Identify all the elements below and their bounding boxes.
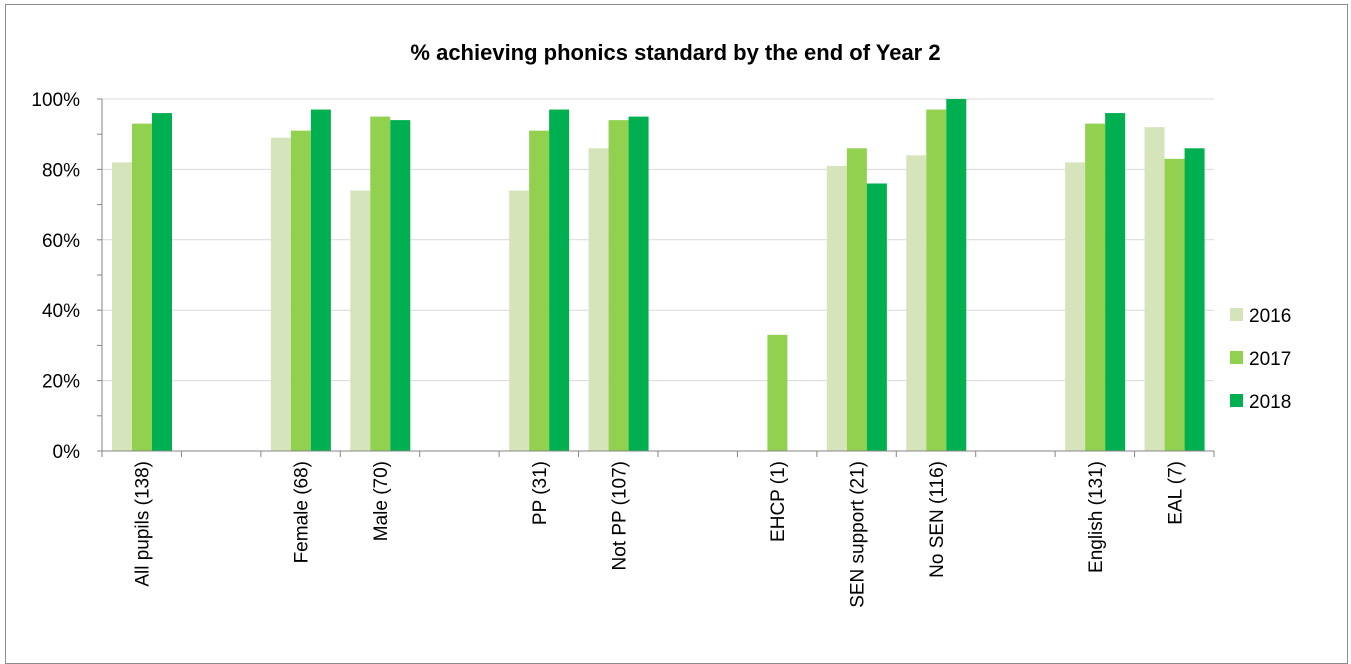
bar bbox=[1164, 158, 1185, 451]
bar bbox=[270, 137, 291, 451]
bar bbox=[866, 183, 887, 452]
x-tick-label: PP (31) bbox=[530, 461, 551, 525]
bar bbox=[112, 162, 132, 452]
x-tick-label: SEN support (21) bbox=[848, 461, 869, 608]
bar bbox=[132, 123, 152, 451]
legend-swatch bbox=[1230, 351, 1243, 364]
x-tick-label: EHCP (1) bbox=[768, 461, 789, 542]
bar bbox=[152, 113, 172, 451]
bar bbox=[1105, 113, 1126, 451]
bar bbox=[608, 120, 629, 452]
legend-swatch bbox=[1230, 308, 1243, 321]
y-tick-label: 100% bbox=[31, 90, 80, 111]
bar bbox=[350, 190, 371, 451]
bar bbox=[826, 165, 847, 451]
bar bbox=[549, 109, 570, 451]
x-tick-label: All pupils (138) bbox=[133, 461, 154, 587]
x-tick-label: Not PP (107) bbox=[609, 461, 630, 570]
bar bbox=[628, 116, 649, 451]
bar bbox=[290, 130, 311, 451]
bar bbox=[529, 130, 550, 451]
x-tick-label: Female (68) bbox=[292, 461, 313, 563]
y-tick-label: 0% bbox=[53, 442, 81, 463]
y-tick-label: 80% bbox=[42, 160, 80, 181]
legend-label: 2016 bbox=[1249, 306, 1291, 327]
bar bbox=[390, 120, 411, 452]
bar bbox=[926, 109, 947, 451]
bar bbox=[310, 109, 331, 451]
x-tick-label: EAL (7) bbox=[1165, 461, 1186, 525]
bar bbox=[1065, 162, 1086, 452]
bar-chart: 0% 20% 40% 60% 80% 100% All pupils (138) Female… bbox=[31, 90, 1291, 608]
bar bbox=[1184, 148, 1205, 451]
y-tick-label: 20% bbox=[42, 372, 80, 393]
y-tick-label: 60% bbox=[42, 231, 80, 252]
bar bbox=[1144, 127, 1165, 451]
bar bbox=[370, 116, 391, 451]
bar bbox=[1085, 123, 1106, 451]
x-tick-label: No SEN (116) bbox=[927, 461, 948, 578]
x-tick-label: Male (70) bbox=[371, 461, 392, 541]
x-tick-label: English (131) bbox=[1086, 461, 1107, 573]
bar bbox=[588, 148, 609, 451]
chart-title: % achieving phonics standard by the end … bbox=[410, 40, 941, 65]
legend-label: 2018 bbox=[1249, 392, 1291, 413]
bar bbox=[946, 99, 967, 451]
bar bbox=[846, 148, 867, 451]
bar bbox=[509, 190, 530, 451]
bar bbox=[767, 334, 788, 451]
y-tick-label: 40% bbox=[42, 301, 80, 322]
legend-label: 2017 bbox=[1249, 349, 1291, 370]
legend-swatch bbox=[1230, 394, 1243, 407]
bar bbox=[906, 155, 927, 451]
